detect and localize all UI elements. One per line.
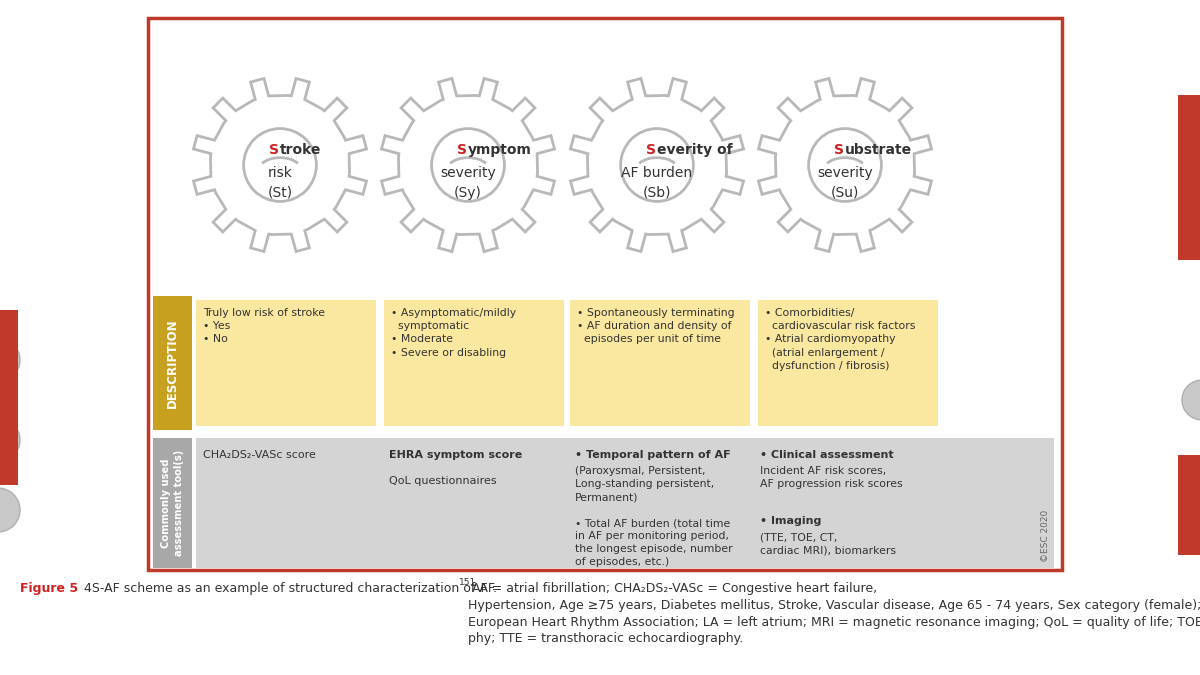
- Text: S: S: [457, 143, 467, 157]
- Text: (Paroxysmal, Persistent,
Long-standing persistent,
Permanent)

• Total AF burden: (Paroxysmal, Persistent, Long-standing p…: [575, 466, 733, 567]
- Text: Incident AF risk scores,
AF progression risk scores: Incident AF risk scores, AF progression …: [760, 466, 902, 489]
- Text: AF burden: AF burden: [622, 166, 692, 180]
- Circle shape: [244, 129, 317, 201]
- Text: Figure 5: Figure 5: [20, 582, 78, 595]
- Text: ©ESC 2020: ©ESC 2020: [1042, 510, 1050, 562]
- Text: severity: severity: [440, 166, 496, 180]
- Text: S: S: [269, 143, 278, 157]
- Text: everity of: everity of: [658, 143, 733, 157]
- Circle shape: [1182, 380, 1200, 420]
- Text: 151: 151: [458, 578, 476, 587]
- Bar: [148, 18, 1062, 570]
- Text: • Clinical assessment: • Clinical assessment: [760, 450, 894, 460]
- Bar: [0, 310, 18, 485]
- Text: (Su): (Su): [830, 186, 859, 200]
- Text: (Sb): (Sb): [643, 186, 671, 200]
- Bar: [196, 300, 376, 426]
- Text: S: S: [646, 143, 656, 157]
- Polygon shape: [758, 78, 931, 252]
- Bar: [1178, 95, 1200, 260]
- Text: (TTE, TOE, CT,
cardiac MRI), biomarkers: (TTE, TOE, CT, cardiac MRI), biomarkers: [760, 532, 896, 555]
- Text: (Sy): (Sy): [454, 186, 482, 200]
- Circle shape: [432, 129, 504, 201]
- Polygon shape: [570, 78, 744, 252]
- Circle shape: [809, 129, 882, 201]
- Text: QoL questionnaires: QoL questionnaires: [389, 476, 497, 486]
- Text: 4S-AF scheme as an example of structured characterization of AF.: 4S-AF scheme as an example of structured…: [76, 582, 497, 595]
- Text: • Asymptomatic/mildly
  symptomatic
• Moderate
• Severe or disabling: • Asymptomatic/mildly symptomatic • Mode…: [391, 308, 516, 358]
- Bar: [384, 300, 564, 426]
- Text: • Spontaneously terminating
• AF duration and density of
  episodes per unit of : • Spontaneously terminating • AF duratio…: [577, 308, 734, 344]
- Text: ubstrate: ubstrate: [845, 143, 912, 157]
- Text: severity: severity: [817, 166, 872, 180]
- Bar: [758, 300, 938, 426]
- Bar: [154, 438, 192, 568]
- Bar: [570, 300, 750, 426]
- Text: (St): (St): [268, 186, 293, 200]
- Circle shape: [620, 129, 694, 201]
- Text: • Temporal pattern of AF: • Temporal pattern of AF: [575, 450, 731, 460]
- Text: • Imaging: • Imaging: [760, 516, 821, 526]
- Circle shape: [0, 418, 20, 462]
- Bar: [1178, 455, 1200, 555]
- Bar: [196, 438, 1054, 568]
- Text: ymptom: ymptom: [468, 143, 532, 157]
- Text: Commonly used
assessment tool(s): Commonly used assessment tool(s): [161, 450, 184, 556]
- Polygon shape: [193, 78, 366, 252]
- Bar: [154, 296, 192, 430]
- Polygon shape: [382, 78, 554, 252]
- Text: CHA₂DS₂-VASc score: CHA₂DS₂-VASc score: [203, 450, 316, 460]
- Text: troke: troke: [280, 143, 322, 157]
- Text: risk: risk: [268, 166, 293, 180]
- Text: Truly low risk of stroke
• Yes
• No: Truly low risk of stroke • Yes • No: [203, 308, 325, 344]
- Text: • Comorbidities/
  cardiovascular risk factors
• Atrial cardiomyopathy
  (atrial: • Comorbidities/ cardiovascular risk fac…: [766, 308, 916, 371]
- Text: S: S: [834, 143, 844, 157]
- Text: EHRA symptom score: EHRA symptom score: [389, 450, 522, 460]
- Text: AF = atrial fibrillation; CHA₂DS₂-VASc = Congestive heart failure,
Hypertension,: AF = atrial fibrillation; CHA₂DS₂-VASc =…: [468, 582, 1200, 645]
- Circle shape: [0, 488, 20, 532]
- Circle shape: [0, 338, 20, 382]
- Text: DESCRIPTION: DESCRIPTION: [166, 318, 179, 408]
